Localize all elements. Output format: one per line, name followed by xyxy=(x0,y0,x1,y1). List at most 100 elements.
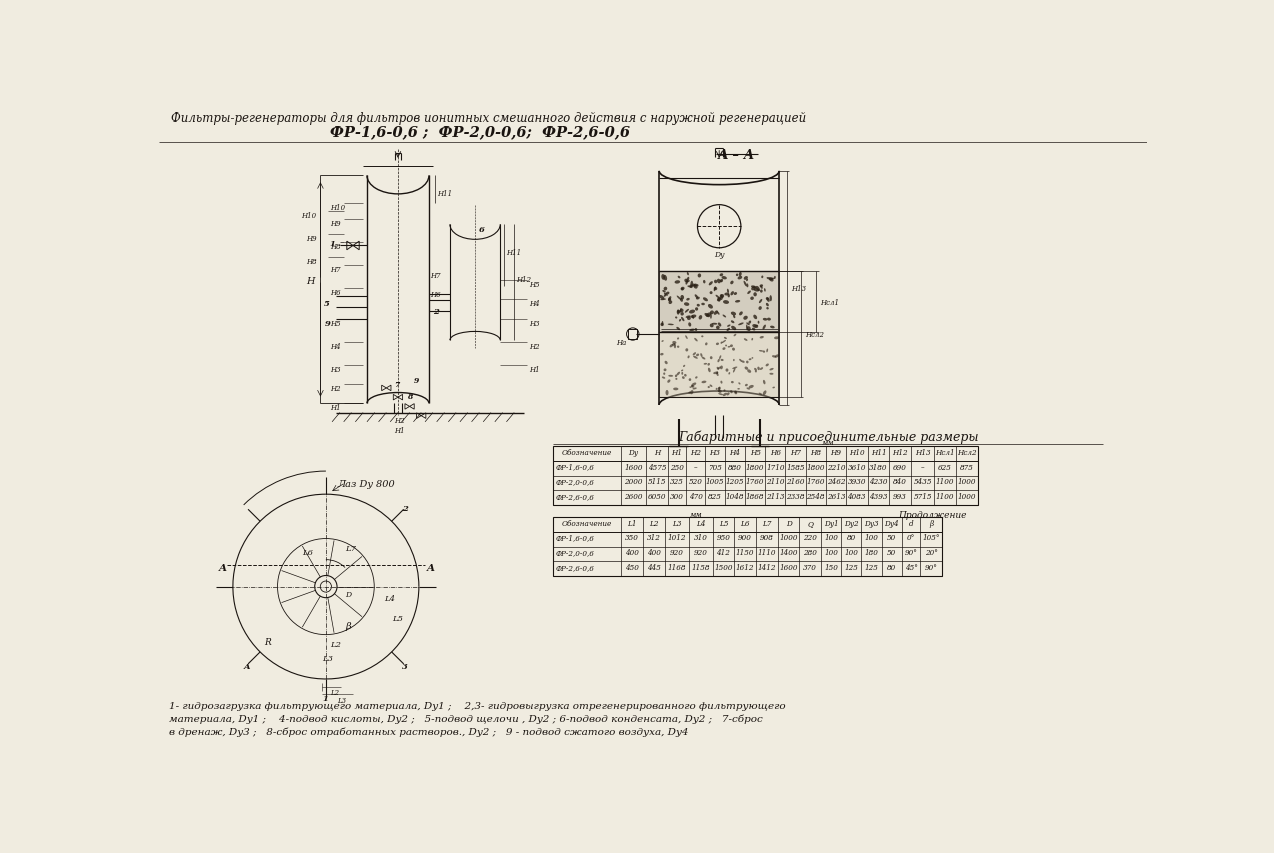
Ellipse shape xyxy=(693,357,698,359)
Ellipse shape xyxy=(691,386,693,388)
Ellipse shape xyxy=(766,364,768,367)
Text: D: D xyxy=(786,519,791,527)
Text: 3930: 3930 xyxy=(847,478,866,485)
Ellipse shape xyxy=(693,353,696,356)
Text: 1800: 1800 xyxy=(747,463,764,471)
Text: 180: 180 xyxy=(865,548,878,556)
Text: Dy4: Dy4 xyxy=(884,519,899,527)
Ellipse shape xyxy=(739,383,740,385)
Text: 9: 9 xyxy=(414,377,419,385)
Ellipse shape xyxy=(769,374,773,375)
Ellipse shape xyxy=(750,297,754,300)
Ellipse shape xyxy=(703,298,708,302)
Bar xyxy=(659,271,780,333)
Text: H12: H12 xyxy=(516,276,531,283)
Ellipse shape xyxy=(685,281,688,285)
Ellipse shape xyxy=(675,317,678,319)
Ellipse shape xyxy=(705,343,707,346)
Ellipse shape xyxy=(713,372,719,374)
Text: 3610: 3610 xyxy=(847,463,866,471)
Text: Dy: Dy xyxy=(628,449,638,456)
Text: 45°: 45° xyxy=(905,563,917,571)
Text: 80: 80 xyxy=(887,563,896,571)
Ellipse shape xyxy=(755,371,757,373)
Text: 50: 50 xyxy=(887,548,896,556)
Ellipse shape xyxy=(763,325,766,330)
Text: 825: 825 xyxy=(708,492,722,500)
Ellipse shape xyxy=(703,363,707,365)
Ellipse shape xyxy=(727,346,730,348)
Ellipse shape xyxy=(687,299,689,301)
Ellipse shape xyxy=(705,314,710,318)
Ellipse shape xyxy=(721,295,724,299)
Text: 880: 880 xyxy=(729,463,741,471)
Ellipse shape xyxy=(731,321,734,324)
Ellipse shape xyxy=(684,279,688,283)
Text: 100: 100 xyxy=(824,534,838,542)
Ellipse shape xyxy=(726,393,730,396)
Ellipse shape xyxy=(676,296,682,300)
Text: 2462: 2462 xyxy=(827,478,845,485)
Text: 2: 2 xyxy=(433,308,438,316)
Ellipse shape xyxy=(668,299,671,302)
Ellipse shape xyxy=(759,351,763,352)
Text: H7: H7 xyxy=(330,265,340,274)
Ellipse shape xyxy=(713,287,717,291)
Ellipse shape xyxy=(679,309,682,314)
Ellipse shape xyxy=(752,357,753,359)
Text: 2160: 2160 xyxy=(786,478,805,485)
Ellipse shape xyxy=(764,289,766,293)
Ellipse shape xyxy=(701,354,702,357)
Ellipse shape xyxy=(722,315,726,318)
Text: A: A xyxy=(243,662,250,670)
Text: H12: H12 xyxy=(892,449,908,456)
Text: ФР-2,0-0,6: ФР-2,0-0,6 xyxy=(555,478,594,485)
Ellipse shape xyxy=(724,301,729,305)
Ellipse shape xyxy=(727,294,730,298)
Text: H6: H6 xyxy=(330,288,340,297)
Text: 1800: 1800 xyxy=(806,463,826,471)
Ellipse shape xyxy=(666,293,669,295)
Ellipse shape xyxy=(747,279,748,281)
Ellipse shape xyxy=(689,285,693,289)
Text: H8: H8 xyxy=(330,242,340,250)
Ellipse shape xyxy=(722,348,725,351)
Text: –: – xyxy=(694,463,697,471)
Text: 2338: 2338 xyxy=(786,492,805,500)
Ellipse shape xyxy=(696,308,698,311)
Text: Dy1: Dy1 xyxy=(824,519,838,527)
Text: 7: 7 xyxy=(394,380,399,389)
Text: 520: 520 xyxy=(689,478,702,485)
Text: H2: H2 xyxy=(330,385,340,392)
Text: H9: H9 xyxy=(330,219,340,227)
Text: L3: L3 xyxy=(673,519,682,527)
Ellipse shape xyxy=(720,280,724,283)
Ellipse shape xyxy=(676,310,680,314)
Ellipse shape xyxy=(673,344,675,346)
Ellipse shape xyxy=(693,284,697,287)
Text: Hcл1: Hcл1 xyxy=(820,299,840,306)
Text: H5: H5 xyxy=(529,281,540,289)
Ellipse shape xyxy=(757,367,759,371)
Ellipse shape xyxy=(730,345,733,348)
Ellipse shape xyxy=(676,338,679,340)
Ellipse shape xyxy=(754,326,758,328)
Ellipse shape xyxy=(687,277,689,282)
Bar xyxy=(553,447,977,505)
Text: 1710: 1710 xyxy=(766,463,785,471)
Text: 1- гидрозагрузка фильтрующего материала, Dy1 ;    2,3- гидровыгрузка отрегенерир: 1- гидрозагрузка фильтрующего материала,… xyxy=(168,700,785,710)
Text: 875: 875 xyxy=(959,463,973,471)
Ellipse shape xyxy=(659,296,665,300)
Ellipse shape xyxy=(730,391,733,394)
Ellipse shape xyxy=(676,346,679,348)
Ellipse shape xyxy=(680,288,684,291)
Ellipse shape xyxy=(682,317,684,322)
Ellipse shape xyxy=(687,273,689,276)
Text: 412: 412 xyxy=(716,548,730,556)
Text: 125: 125 xyxy=(845,563,859,571)
Ellipse shape xyxy=(693,388,697,390)
Text: L4: L4 xyxy=(696,519,706,527)
Ellipse shape xyxy=(748,322,752,324)
Ellipse shape xyxy=(661,377,665,380)
Ellipse shape xyxy=(727,289,729,293)
